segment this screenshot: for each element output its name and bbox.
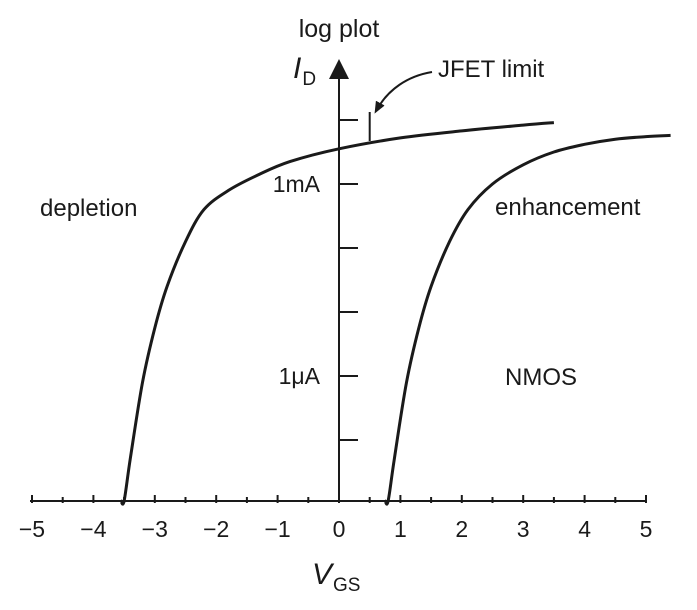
y-ticks: 1μA 1mA — [273, 119, 358, 441]
y-tick-label: 1μA — [279, 363, 321, 389]
x-axis-label-main: V — [312, 558, 335, 591]
y-axis-label-sub: D — [302, 69, 316, 90]
x-tick-label: −2 — [203, 516, 229, 542]
x-tick-label: −5 — [19, 516, 45, 542]
y-axis-arrowhead — [329, 59, 349, 79]
y-axis-label-main: I — [293, 52, 301, 85]
curves — [119, 121, 671, 506]
chart-title: log plot — [299, 15, 380, 43]
annotation-enhancement: enhancement — [495, 194, 641, 221]
x-tick-label: −4 — [80, 516, 106, 542]
x-axis-label-sub: GS — [333, 575, 360, 596]
x-tick-label: 4 — [578, 516, 591, 542]
x-tick-label: 0 — [333, 516, 346, 542]
x-tick-label: 1 — [394, 516, 407, 542]
x-axis-label: VGS — [312, 558, 360, 596]
jfet-limit-arrow — [374, 71, 433, 114]
curve-depletion — [119, 121, 555, 506]
x-tick-label: −1 — [264, 516, 290, 542]
x-tick-label: −3 — [142, 516, 168, 542]
annotation-nmos: NMOS — [505, 364, 577, 391]
y-tick-label: 1mA — [273, 171, 321, 197]
x-tick-label: 5 — [640, 516, 653, 542]
annotation-jfet-limit: JFET limit — [438, 56, 545, 83]
y-axis-label: ID — [293, 52, 316, 90]
curve-enhancement — [383, 133, 671, 506]
x-ticks: −5 −4 −3 −2 −1 0 1 2 3 4 5 — [19, 495, 653, 542]
annotation-depletion: depletion — [40, 195, 137, 222]
x-tick-label: 3 — [517, 516, 530, 542]
x-tick-label: 2 — [455, 516, 468, 542]
